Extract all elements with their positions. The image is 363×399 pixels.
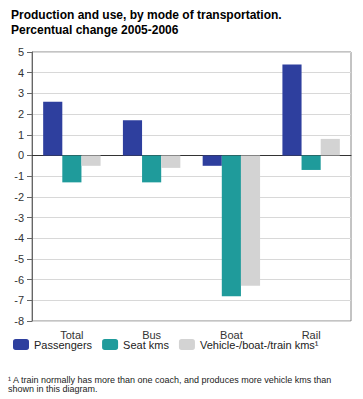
svg-text:1: 1 — [18, 129, 24, 141]
svg-text:-8: -8 — [14, 315, 24, 327]
svg-text:-7: -7 — [14, 294, 24, 306]
svg-text:Total: Total — [60, 328, 84, 341]
svg-text:Percentual change 2005-2006: Percentual change 2005-2006 — [11, 23, 179, 37]
svg-text:¹ A train normally has more th: ¹ A train normally has more than one coa… — [8, 374, 334, 385]
svg-text:Boat: Boat — [220, 328, 243, 341]
svg-text:0: 0 — [18, 149, 24, 161]
svg-text:-5: -5 — [14, 253, 24, 265]
svg-text:3: 3 — [18, 87, 24, 99]
svg-text:-3: -3 — [14, 212, 24, 224]
svg-text:4: 4 — [18, 67, 24, 79]
svg-text:5: 5 — [18, 46, 24, 58]
svg-text:Production and use, by mode of: Production and use, by mode of transport… — [11, 8, 282, 22]
svg-text:shown in this diagram.: shown in this diagram. — [8, 384, 98, 394]
svg-text:2: 2 — [18, 108, 24, 120]
svg-text:Passengers: Passengers — [34, 339, 93, 351]
svg-text:Seat kms: Seat kms — [123, 339, 169, 351]
svg-text:-4: -4 — [14, 232, 24, 244]
svg-text:-1: -1 — [14, 170, 24, 182]
svg-text:-6: -6 — [14, 274, 24, 286]
svg-text:-2: -2 — [14, 191, 24, 203]
svg-text:Rail: Rail — [301, 328, 321, 341]
svg-text:Bus: Bus — [142, 328, 162, 341]
svg-text:Vehicle-/boat-/train kms¹: Vehicle-/boat-/train kms¹ — [200, 339, 319, 351]
